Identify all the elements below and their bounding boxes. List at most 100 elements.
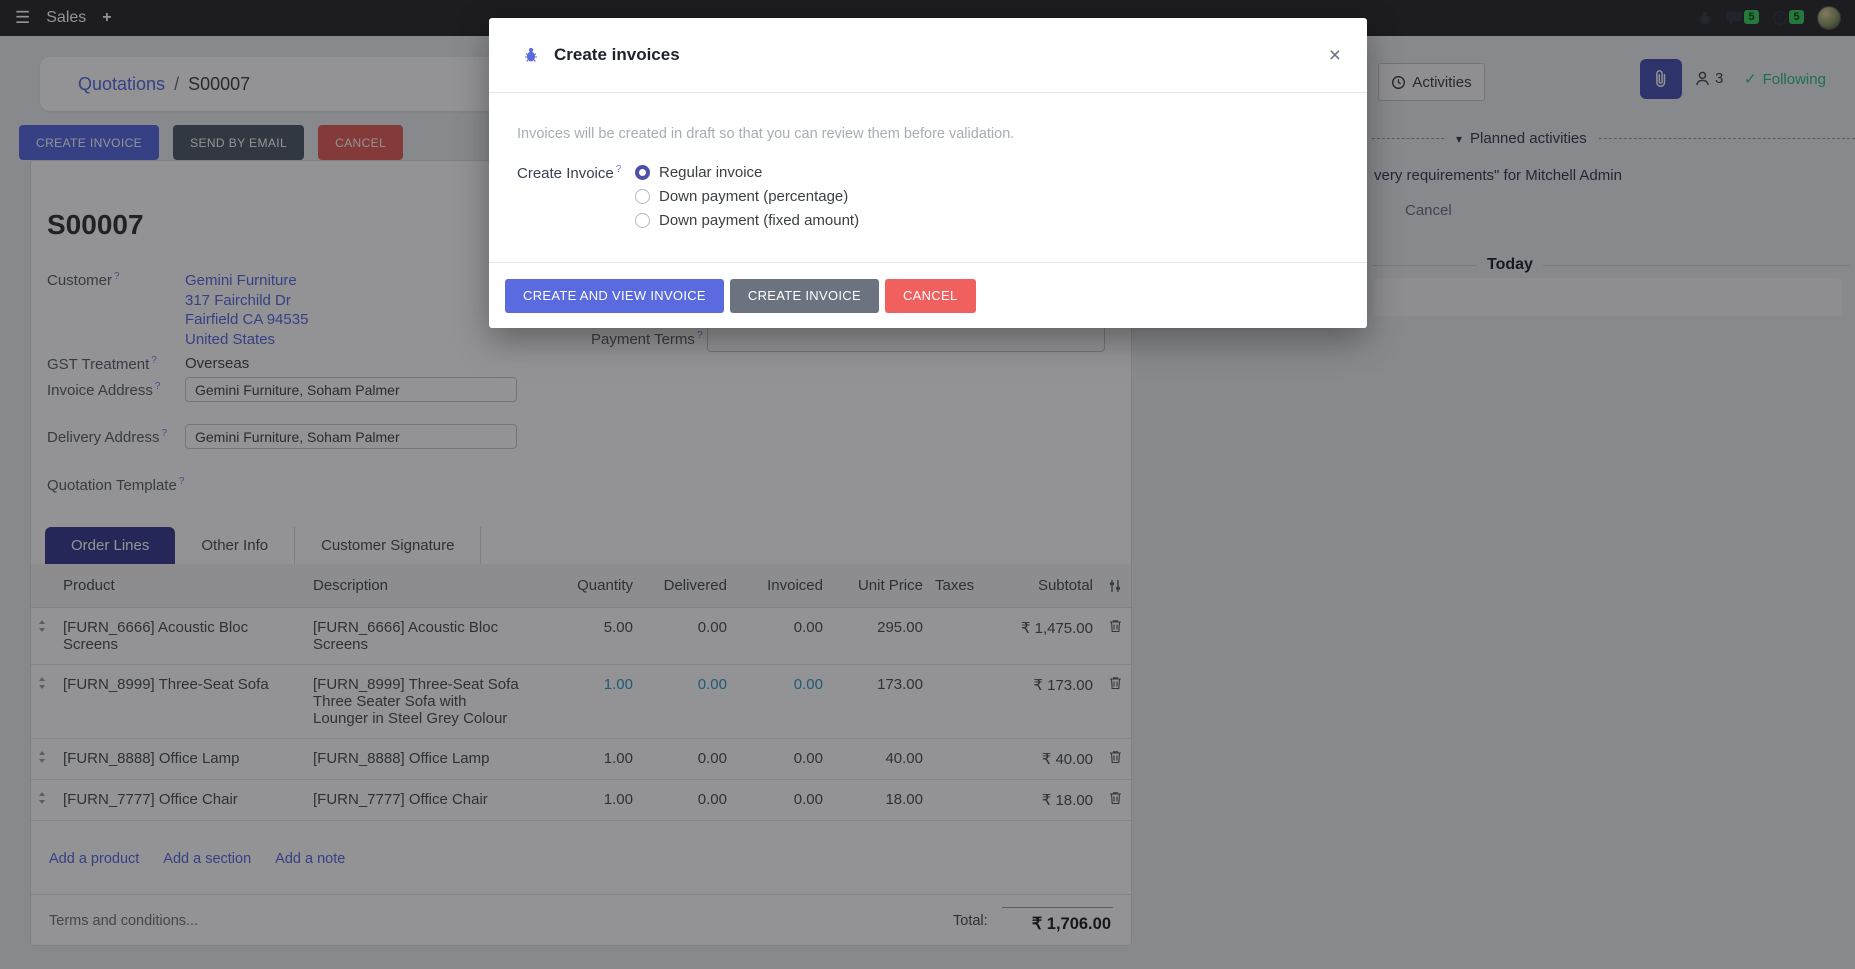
cell-unit-price[interactable]: 173.00: [877, 676, 923, 693]
help-marker: ?: [114, 271, 120, 282]
order-lines-table: Product Description Quantity Delivered I…: [31, 564, 1131, 821]
new-tab-plus-icon[interactable]: +: [102, 9, 112, 26]
cell-description[interactable]: [FURN_8888] Office Lamp: [313, 750, 490, 767]
radio-unselected-icon[interactable]: [635, 213, 650, 228]
today-label: Today: [1487, 256, 1533, 273]
col-quantity[interactable]: Quantity: [577, 577, 633, 594]
dialog-helper-text: Invoices will be created in draft so tha…: [517, 126, 1015, 142]
activities-clock-icon[interactable]: 5: [1772, 10, 1804, 26]
cell-product[interactable]: [FURN_8999] Three-Seat Sofa: [63, 676, 269, 693]
user-avatar[interactable]: [1817, 6, 1841, 30]
messages-count-badge: 5: [1744, 10, 1759, 24]
message-log-entry[interactable]: [1374, 278, 1842, 316]
close-icon[interactable]: ×: [1328, 43, 1341, 67]
cell-quantity[interactable]: 1.00: [603, 676, 633, 693]
table-row[interactable]: [FURN_7777] Office Chair [FURN_7777] Off…: [31, 780, 1131, 821]
cell-description[interactable]: [FURN_8999] Three-Seat Sofa Three Seater…: [313, 676, 519, 727]
app-name[interactable]: Sales: [46, 9, 87, 26]
delete-row-icon[interactable]: [1099, 739, 1131, 775]
col-taxes[interactable]: Taxes: [935, 577, 975, 594]
payment-terms-input[interactable]: [707, 325, 1105, 352]
create-invoice-field: Create Invoice? Regular invoice Down pay…: [517, 164, 1339, 229]
hamburger-menu-icon[interactable]: ☰: [15, 8, 31, 27]
drag-handle-icon[interactable]: [31, 665, 57, 701]
drag-handle-icon[interactable]: [31, 739, 57, 775]
cell-description[interactable]: [FURN_6666] Acoustic Bloc Screens: [313, 619, 499, 653]
following-button[interactable]: ✓ Following: [1744, 70, 1826, 89]
customer-country[interactable]: United States: [185, 330, 276, 348]
delete-row-icon[interactable]: [1099, 665, 1131, 701]
invoice-address-input[interactable]: [185, 377, 517, 402]
messages-icon[interactable]: 5: [1726, 10, 1759, 26]
send-by-email-button[interactable]: SEND BY EMAIL: [173, 125, 305, 160]
col-unit-price[interactable]: Unit Price: [857, 577, 923, 594]
tab-customer-signature[interactable]: Customer Signature: [295, 527, 482, 564]
cancel-order-button[interactable]: CANCEL: [318, 125, 404, 160]
cell-unit-price[interactable]: 295.00: [877, 619, 923, 636]
cell-unit-price[interactable]: 18.00: [885, 791, 923, 808]
radio-label: Down payment (percentage): [659, 188, 849, 205]
add-product-link[interactable]: Add a product: [49, 851, 140, 867]
tab-order-lines[interactable]: Order Lines: [45, 527, 176, 564]
add-section-link[interactable]: Add a section: [163, 851, 252, 867]
gst-treatment-label: GST Treatment: [47, 356, 150, 373]
cell-quantity[interactable]: 1.00: [603, 791, 633, 808]
followers-button[interactable]: 3: [1694, 70, 1723, 87]
drag-handle-icon[interactable]: [31, 780, 57, 816]
delete-row-icon[interactable]: [1099, 780, 1131, 816]
create-invoice-confirm-button[interactable]: CREATE INVOICE: [729, 278, 879, 313]
col-description[interactable]: Description: [313, 577, 389, 594]
help-marker: ?: [615, 164, 622, 175]
cell-quantity[interactable]: 1.00: [603, 750, 633, 767]
radio-unselected-icon[interactable]: [635, 189, 650, 204]
col-delivered[interactable]: Delivered: [663, 577, 727, 594]
col-subtotal[interactable]: Subtotal: [1037, 577, 1093, 594]
attach-files-button[interactable]: [1640, 59, 1682, 99]
invoice-type-radio-group: Regular invoice Down payment (percentage…: [635, 164, 859, 229]
customer-city[interactable]: Fairfield CA 94535: [185, 311, 309, 328]
radio-down-payment-fixed[interactable]: Down payment (fixed amount): [635, 212, 859, 229]
create-and-view-invoice-button[interactable]: CREATE AND VIEW INVOICE: [505, 278, 724, 313]
col-product[interactable]: Product: [63, 577, 115, 594]
debug-bug-icon[interactable]: [1697, 10, 1713, 26]
cell-unit-price[interactable]: 40.00: [885, 750, 923, 767]
cell-subtotal: ₹ 173.00: [1033, 677, 1093, 694]
activity-cancel-link[interactable]: Cancel: [1405, 202, 1452, 219]
table-row[interactable]: [FURN_8888] Office Lamp [FURN_8888] Offi…: [31, 739, 1131, 780]
quotation-template-label: Quotation Template: [47, 477, 177, 494]
optional-columns-icon[interactable]: [1099, 579, 1131, 593]
tab-other-info[interactable]: Other Info: [175, 527, 296, 564]
create-invoice-button[interactable]: CREATE INVOICE: [19, 125, 160, 160]
delivery-address-input[interactable]: [185, 424, 517, 449]
planned-activities-toggle[interactable]: ▾ Planned activities: [1444, 130, 1599, 147]
terms-and-conditions-input[interactable]: [31, 912, 451, 929]
payment-terms-row: Payment Terms?: [591, 325, 1105, 352]
customer-label: Customer: [47, 272, 113, 289]
drag-handle-icon[interactable]: [31, 608, 57, 644]
table-row[interactable]: [FURN_6666] Acoustic Bloc Screens [FURN_…: [31, 608, 1131, 665]
cell-description[interactable]: [FURN_7777] Office Chair: [313, 791, 488, 808]
cell-invoiced: 0.00: [793, 676, 823, 693]
cell-quantity[interactable]: 5.00: [603, 619, 633, 636]
table-row[interactable]: [FURN_8999] Three-Seat Sofa [FURN_8999] …: [31, 665, 1131, 739]
col-invoiced[interactable]: Invoiced: [767, 577, 823, 594]
breadcrumb-quotations-link[interactable]: Quotations: [78, 73, 166, 94]
cell-product[interactable]: [FURN_8888] Office Lamp: [63, 750, 240, 767]
cell-invoiced: 0.00: [793, 791, 823, 808]
delete-row-icon[interactable]: [1099, 608, 1131, 644]
cell-product[interactable]: [FURN_7777] Office Chair: [63, 791, 238, 808]
radio-down-payment-percentage[interactable]: Down payment (percentage): [635, 188, 859, 205]
dialog-header: Create invoices ×: [489, 18, 1367, 93]
notebook-tabs: Order Lines Other Info Customer Signatur…: [45, 527, 482, 564]
delivery-address-row: Delivery Address?: [47, 424, 517, 449]
dialog-cancel-button[interactable]: CANCEL: [884, 278, 976, 313]
radio-regular-invoice[interactable]: Regular invoice: [635, 164, 859, 181]
cell-invoiced: 0.00: [793, 619, 823, 636]
customer-street[interactable]: 317 Fairchild Dr: [185, 291, 291, 309]
activities-button[interactable]: Activities: [1378, 63, 1485, 101]
customer-name-link[interactable]: Gemini Furniture: [185, 272, 297, 289]
delivery-address-label: Delivery Address: [47, 428, 160, 446]
cell-product[interactable]: [FURN_6666] Acoustic Bloc Screens: [63, 619, 249, 653]
radio-selected-icon[interactable]: [635, 165, 650, 180]
add-note-link[interactable]: Add a note: [275, 851, 346, 867]
